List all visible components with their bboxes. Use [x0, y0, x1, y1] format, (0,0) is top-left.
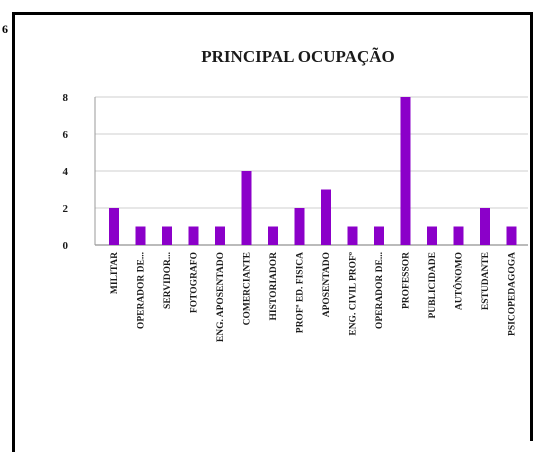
x-category-label: PROFESSOR: [402, 252, 412, 309]
x-category-label: OPERADOR DE...: [375, 252, 385, 329]
bar: [480, 208, 490, 245]
x-category-label: AUTÔNOMO: [452, 252, 465, 310]
y-tick-label: 2: [63, 203, 69, 215]
bars: [109, 97, 517, 245]
bar: [188, 226, 199, 245]
chart-title: PRINCIPAL OCUPAÇÃO: [201, 47, 394, 66]
y-tick-label: 8: [63, 92, 69, 104]
y-tick-label: 4: [63, 166, 69, 178]
bar: [506, 226, 517, 245]
x-axis-labels: MILITAR OPERADOR DE... SERVIDOR... FOTOGRAF…: [110, 252, 518, 342]
bar: [453, 226, 464, 245]
x-category-label: COMERCIANTE: [243, 252, 253, 325]
x-category-label: ESTUDANTE: [481, 252, 491, 310]
bar-chart: PRINCIPAL OCUPAÇÃO 0 2 4 6 8 MILITAR OPERADOR…: [63, 47, 528, 342]
bar: [294, 208, 305, 245]
bar: [374, 226, 384, 245]
x-category-label: ENG. CIVIL PROFº: [349, 252, 359, 336]
bar: [268, 226, 278, 245]
x-category-label: HISTORIADOR: [269, 252, 279, 321]
bar: [215, 226, 225, 245]
bar: [321, 189, 331, 245]
x-category-label: PUBLICIDADE: [428, 252, 438, 319]
bar: [347, 226, 358, 245]
y-axis-ticks: 0 2 4 6 8: [63, 92, 69, 252]
bar: [109, 208, 119, 245]
chart-frame-edge: [530, 12, 533, 441]
x-category-label: PROFª ED. FISICA: [296, 252, 306, 333]
bar: [241, 171, 252, 245]
x-category-label: FOTOGRAFO: [190, 252, 200, 313]
bar: [162, 226, 172, 245]
bar: [400, 97, 411, 245]
bar: [135, 226, 146, 245]
x-category-label: SERVIDOR...: [163, 252, 173, 309]
x-category-label: APOSENTADO: [322, 252, 332, 317]
x-category-label: MILITAR: [110, 252, 120, 294]
y-tick-label: 0: [63, 240, 69, 252]
x-category-label: ENG. APOSENTADO: [216, 252, 226, 342]
x-category-label: PSICOPEDAGOGA: [508, 252, 518, 336]
bar: [427, 226, 437, 245]
x-category-label: OPERADOR DE...: [137, 252, 147, 329]
y-tick-label: 6: [63, 129, 69, 141]
grid-lines: [94, 96, 528, 246]
page-marker: 6: [2, 22, 8, 36]
